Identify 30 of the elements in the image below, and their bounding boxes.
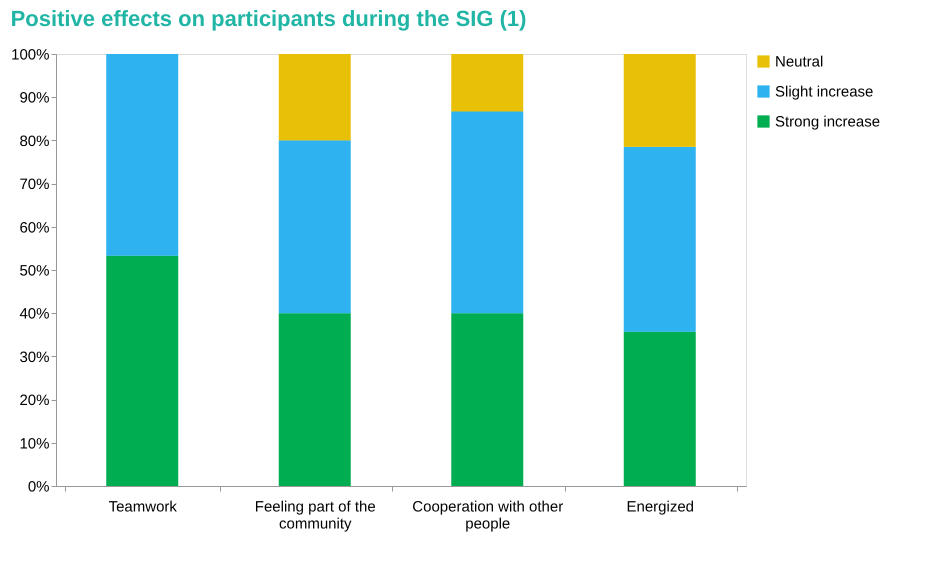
y-tick-label: 60% (19, 219, 50, 236)
bar (106, 256, 178, 486)
chart-title: Positive effects on participants during the SIG (1) (10, 6, 527, 31)
bar (278, 140, 351, 314)
x-tick-label: Teamwork (108, 498, 178, 516)
bar (278, 313, 351, 486)
bar (624, 146, 696, 332)
y-tick-label: 10% (19, 435, 50, 452)
legend-label: Strong increase (775, 114, 880, 130)
legend-label: Slight increase (775, 84, 874, 100)
y-tick-label: 40% (19, 306, 50, 323)
bar (624, 332, 696, 486)
bar (451, 54, 524, 112)
y-tick-label: 80% (19, 132, 50, 150)
y-tick-label: 70% (19, 176, 50, 194)
x-tick-label: Feeling part of the community (254, 498, 376, 532)
bar (451, 313, 524, 486)
bar (624, 54, 696, 147)
y-tick-label: 90% (19, 90, 50, 107)
x-tick-label: Energized (626, 498, 694, 516)
y-tick-label: 100% (11, 46, 50, 64)
y-tick-label: 0% (28, 478, 50, 496)
legend-label: Neutral (775, 54, 824, 70)
y-tick-label: 20% (19, 392, 50, 410)
y-tick-label: 50% (19, 262, 50, 280)
bar (278, 54, 351, 140)
bar (451, 111, 524, 314)
bar (106, 54, 178, 256)
x-tick-label: Cooperation with other people (412, 498, 564, 532)
y-tick-label: 30% (19, 348, 50, 366)
